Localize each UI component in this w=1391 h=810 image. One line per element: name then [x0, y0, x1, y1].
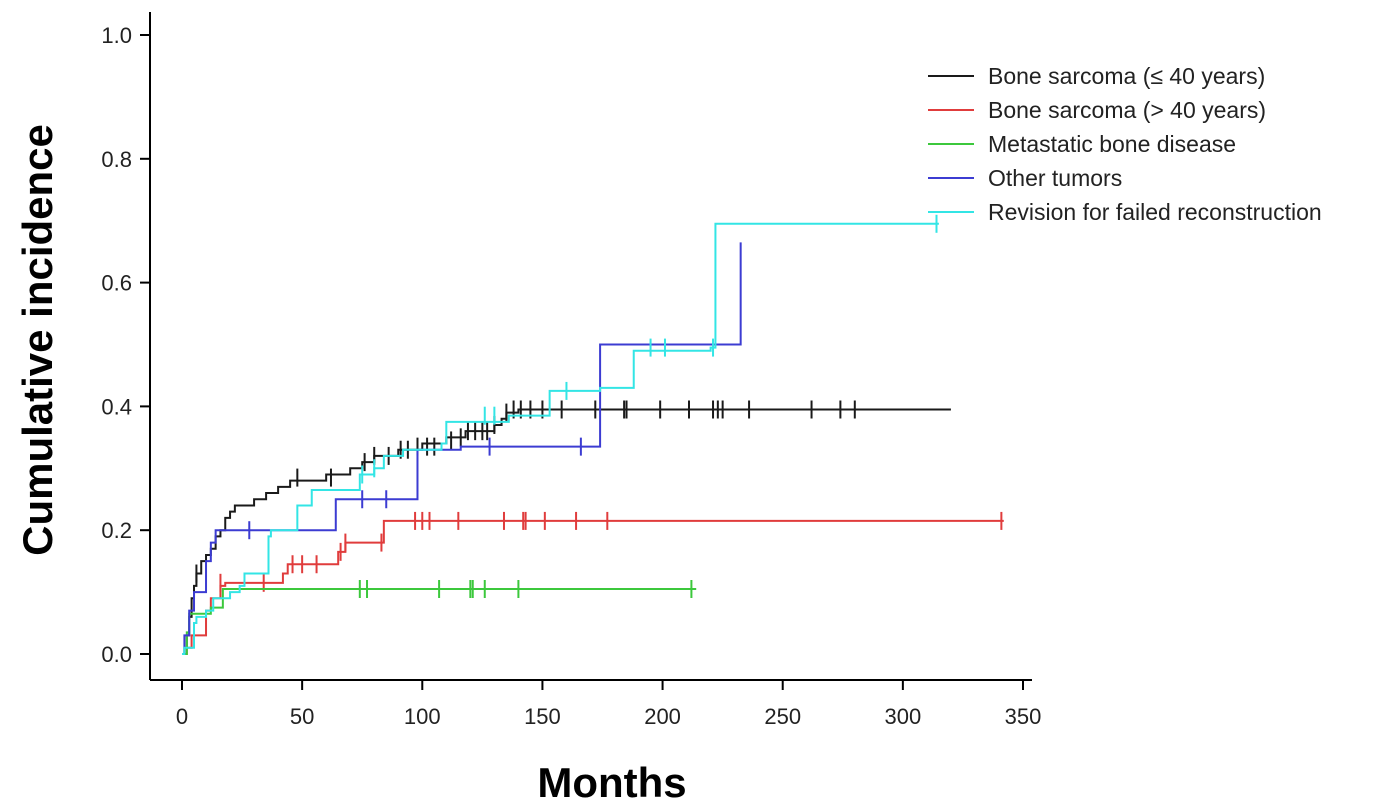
- legend-item: Metastatic bone disease: [928, 131, 1236, 157]
- series-4: [182, 242, 742, 655]
- legend-item: Other tumors: [928, 165, 1122, 191]
- series-line: [182, 222, 939, 655]
- x-tick-label: 300: [884, 704, 921, 729]
- series-2: [182, 511, 1004, 655]
- x-tick-label: 250: [764, 704, 801, 729]
- x-tick-label: 0: [176, 704, 188, 729]
- series-3: [182, 580, 697, 655]
- y-tick-label: 0.0: [101, 642, 132, 667]
- x-axis-title: Months: [537, 759, 686, 805]
- series-line: [182, 519, 1004, 655]
- y-tick-label: 0.4: [101, 394, 132, 419]
- legend-item: Bone sarcoma (> 40 years): [928, 97, 1266, 123]
- legend-label: Revision for failed reconstruction: [988, 199, 1322, 225]
- series-line: [182, 408, 951, 655]
- legend-label: Bone sarcoma (> 40 years): [988, 97, 1266, 123]
- y-tick-label: 0.8: [101, 147, 132, 172]
- y-tick-label: 0.6: [101, 271, 132, 296]
- x-tick-label: 350: [1005, 704, 1042, 729]
- legend-label: Bone sarcoma (≤ 40 years): [988, 63, 1265, 89]
- series-5: [182, 214, 939, 655]
- series-layer: [182, 214, 1004, 655]
- legend-label: Metastatic bone disease: [988, 131, 1236, 157]
- y-tick-label: 0.2: [101, 518, 132, 543]
- x-tick-label: 200: [644, 704, 681, 729]
- y-tick-label: 1.0: [101, 23, 132, 48]
- series-line: [182, 242, 742, 655]
- axes: 0.0 0.2 0.4 0.6 0.8 1.0 0 50 100 150 200 250 300 350 M…: [14, 12, 1042, 806]
- legend-item: Revision for failed reconstruction: [928, 199, 1322, 225]
- x-tick-label: 50: [290, 704, 314, 729]
- legend-item: Bone sarcoma (≤ 40 years): [928, 63, 1265, 89]
- legend: Bone sarcoma (≤ 40 years) Bone sarcoma (>…: [928, 63, 1322, 225]
- y-axis-title: Cumulative incidence: [14, 124, 61, 556]
- legend-label: Other tumors: [988, 165, 1122, 191]
- x-tick-label: 100: [404, 704, 441, 729]
- x-tick-label: 150: [524, 704, 561, 729]
- series-line: [182, 588, 697, 655]
